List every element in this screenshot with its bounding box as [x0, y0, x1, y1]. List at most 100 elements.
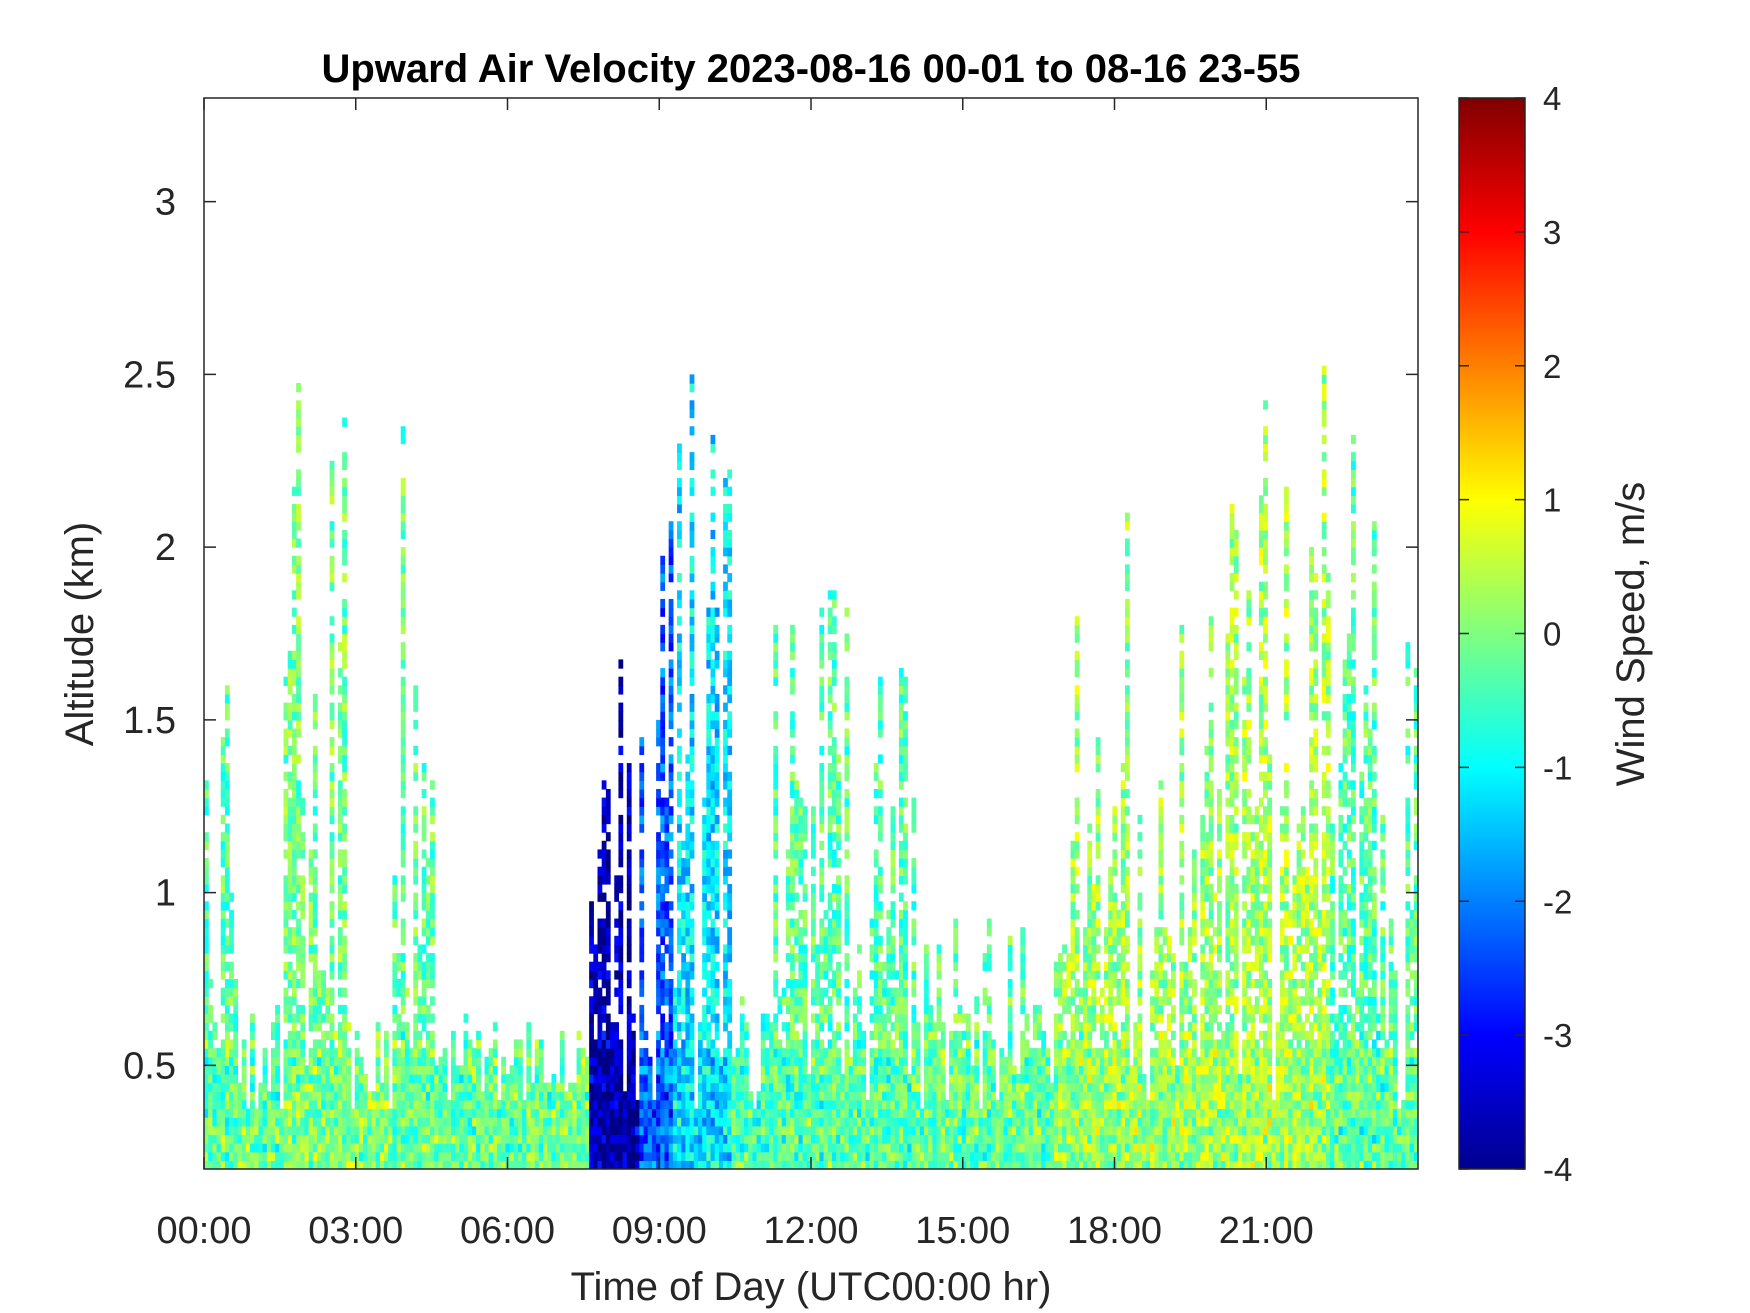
heatmap-cell — [718, 1143, 724, 1153]
heatmap-cell — [781, 987, 787, 997]
heatmap-cell — [1041, 1125, 1047, 1136]
heatmap-cell — [794, 1065, 800, 1075]
heatmap-cell — [438, 1151, 444, 1161]
heatmap-cell — [710, 927, 716, 937]
heatmap-cell — [819, 883, 825, 894]
heatmap-cell — [903, 1091, 908, 1101]
heatmap-cell — [760, 1022, 766, 1032]
heatmap-cell — [802, 970, 808, 980]
heatmap-cell — [1024, 1108, 1030, 1118]
heatmap-cell — [559, 1039, 565, 1049]
heatmap-cell — [626, 883, 632, 894]
heatmap-cell — [283, 1004, 289, 1015]
heatmap-cell — [685, 788, 691, 799]
heatmap-cell — [831, 590, 837, 600]
heatmap-cell — [836, 1125, 841, 1136]
heatmap-cell — [484, 1065, 490, 1075]
heatmap-cell — [1070, 987, 1076, 997]
heatmap-cell — [1032, 1160, 1038, 1169]
heatmap-cell — [342, 970, 347, 980]
heatmap-cell — [1057, 970, 1063, 980]
heatmap-cell — [953, 1030, 959, 1041]
heatmap-cell — [723, 1160, 728, 1169]
heatmap-cell — [903, 866, 908, 876]
heatmap-cell — [354, 1073, 360, 1084]
heatmap-cell — [1041, 1048, 1047, 1058]
heatmap-cell — [882, 961, 887, 971]
heatmap-cell — [1024, 1073, 1030, 1084]
heatmap-cell — [995, 1108, 1000, 1118]
heatmap-cell — [614, 1160, 620, 1169]
heatmap-cell — [656, 1082, 661, 1092]
heatmap-cell — [815, 987, 820, 997]
heatmap-cell — [706, 693, 712, 704]
heatmap-cell — [882, 1143, 887, 1153]
heatmap-cell — [400, 1030, 406, 1041]
heatmap-cell — [898, 1056, 904, 1066]
heatmap-cell — [890, 1065, 896, 1075]
heatmap-cell — [714, 814, 720, 825]
heatmap-cell — [647, 1117, 653, 1127]
heatmap-cell — [727, 780, 733, 790]
heatmap-cell — [580, 1134, 586, 1144]
heatmap-cell — [576, 1117, 582, 1127]
heatmap-cell — [513, 1056, 519, 1066]
heatmap-cell — [1028, 1108, 1034, 1118]
heatmap-cell — [287, 1004, 293, 1015]
heatmap-cell — [543, 1151, 548, 1161]
heatmap-cell — [836, 1108, 841, 1118]
heatmap-cell — [827, 1151, 833, 1161]
heatmap-cell — [827, 927, 833, 937]
heatmap-cell — [873, 875, 879, 885]
heatmap-cell — [618, 918, 624, 928]
heatmap-cell — [266, 1108, 272, 1118]
heatmap-cell — [342, 823, 347, 833]
heatmap-cell — [894, 1030, 900, 1041]
heatmap-cell — [564, 1117, 569, 1127]
heatmap-cell — [773, 780, 779, 790]
heatmap-cell — [564, 1108, 569, 1118]
heatmap-cell — [597, 944, 603, 954]
heatmap-cell — [898, 728, 904, 738]
heatmap-cell — [312, 909, 318, 920]
heatmap-cell — [601, 1099, 607, 1110]
heatmap-cell — [618, 901, 624, 911]
heatmap-cell — [296, 780, 301, 790]
heatmap-cell — [806, 1134, 812, 1144]
heatmap-cell — [224, 1039, 230, 1049]
heatmap-cell — [974, 1091, 980, 1101]
heatmap-cell — [706, 1143, 712, 1153]
heatmap-cell — [425, 875, 431, 885]
heatmap-cell — [710, 978, 716, 989]
heatmap-cell — [785, 1151, 791, 1161]
heatmap-cell — [873, 927, 879, 937]
heatmap-cell — [597, 970, 603, 980]
heatmap-cell — [811, 866, 816, 876]
heatmap-cell — [1032, 1022, 1038, 1032]
heatmap-cell — [312, 1125, 318, 1136]
heatmap-cell — [781, 1099, 787, 1110]
heatmap-cell — [204, 1030, 209, 1041]
heatmap-cell — [836, 840, 841, 851]
heatmap-cell — [1007, 1065, 1013, 1075]
heatmap-cell — [224, 1065, 230, 1075]
heatmap-cell — [664, 1099, 670, 1110]
heatmap-cell — [421, 918, 427, 928]
heatmap-cell — [844, 892, 850, 902]
heatmap-cell — [953, 1125, 959, 1136]
heatmap-cell — [589, 944, 594, 954]
heatmap-cell — [1053, 1022, 1059, 1032]
heatmap-cell — [346, 1151, 352, 1161]
heatmap-cell — [618, 1082, 624, 1092]
heatmap-cell — [903, 832, 908, 842]
heatmap-cell — [296, 1160, 301, 1169]
heatmap-cell — [480, 1143, 486, 1153]
heatmap-cell — [409, 1082, 414, 1092]
heatmap-cell — [940, 1125, 946, 1136]
heatmap-cell — [538, 1073, 544, 1084]
heatmap-cell — [630, 1151, 636, 1161]
heatmap-cell — [1062, 1134, 1067, 1144]
heatmap-cell — [681, 970, 687, 980]
heatmap-cell — [568, 1134, 573, 1144]
heatmap-cell — [296, 478, 301, 488]
